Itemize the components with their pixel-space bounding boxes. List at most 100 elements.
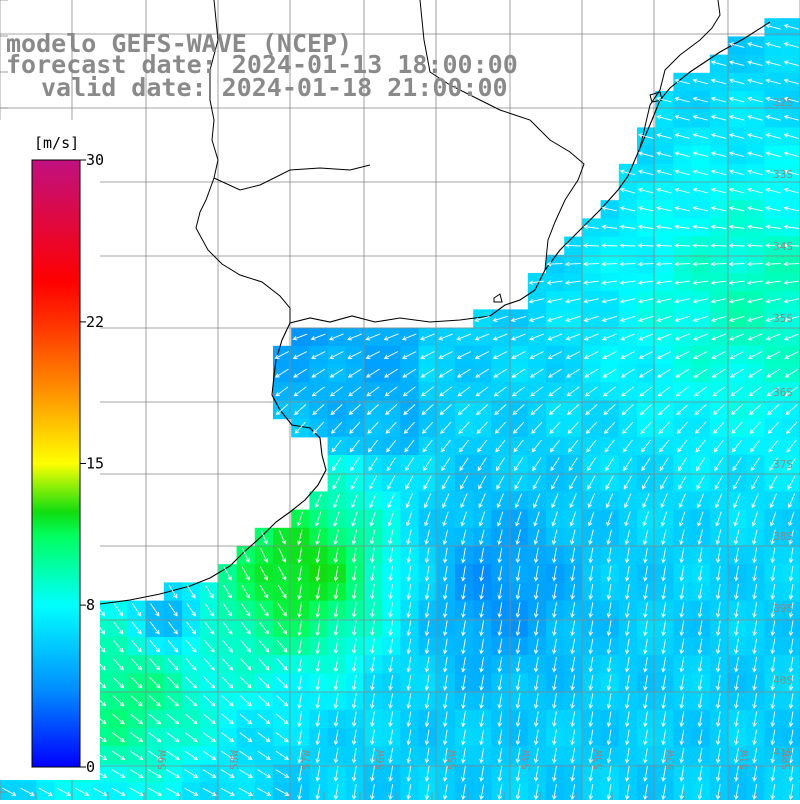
wind-arrow (788, 675, 794, 691)
wind-arrow (661, 529, 667, 546)
wind-arrow (238, 787, 254, 796)
wind-arrow (370, 602, 375, 619)
wind-arrow (642, 511, 649, 527)
wind-arrow (549, 421, 561, 434)
wind-arrow (370, 547, 375, 564)
wind-arrow (674, 333, 690, 341)
wind-arrow (497, 675, 503, 691)
wind-arrow (315, 584, 321, 600)
wind-arrow (697, 711, 703, 728)
wind-arrow (220, 769, 235, 778)
wind-arrow (752, 784, 758, 801)
wind-arrow (510, 333, 526, 341)
wind-arrow (624, 729, 630, 746)
wind-arrow (442, 620, 448, 637)
wind-arrow (292, 351, 308, 359)
wind-arrow (186, 584, 196, 599)
wind-arrow (276, 658, 288, 671)
wind-arrow (583, 280, 599, 285)
wind-arrow (497, 693, 503, 710)
wind-arrow (259, 584, 269, 599)
wind-arrow (257, 769, 272, 778)
wind-arrow (277, 621, 288, 635)
wind-arrow (497, 620, 503, 637)
wind-cell (18, 782, 37, 802)
wind-arrow (747, 60, 763, 67)
wind-arrow (240, 676, 252, 689)
wind-arrow (552, 693, 557, 710)
wind-arrow (638, 315, 654, 322)
wind-arrow (565, 315, 581, 322)
wind-arrow (479, 584, 485, 600)
longitude-label: 55W (446, 750, 459, 770)
wind-arrow (420, 351, 435, 359)
wind-arrow (424, 529, 430, 546)
wind-arrow (370, 675, 375, 691)
wind-arrow (168, 603, 178, 617)
wind-arrow (241, 548, 250, 563)
wind-arrow (186, 603, 196, 617)
wind-arrow (788, 784, 794, 801)
wind-arrow (421, 404, 434, 416)
wind-arrow (314, 493, 322, 509)
wind-arrow (715, 511, 722, 527)
wind-arrow (456, 368, 471, 378)
wind-arrow (312, 421, 324, 434)
wind-arrow (679, 584, 685, 600)
wind-cell (0, 782, 19, 802)
wind-arrow (388, 747, 394, 764)
wind-arrow (752, 766, 758, 782)
wind-arrow (765, 114, 781, 121)
wind-arrow (370, 620, 375, 637)
wind-arrow (751, 493, 759, 509)
wind-arrow (715, 584, 721, 600)
wind-arrow (456, 351, 472, 359)
wind-arrow (148, 769, 162, 778)
wind-arrow (551, 529, 558, 546)
wind-arrow (333, 747, 339, 764)
wind-arrow (148, 750, 162, 761)
wind-arrow (333, 729, 339, 746)
longitude-label: 58W (228, 750, 241, 770)
wind-arrow (369, 511, 376, 527)
wind-arrow (347, 368, 362, 378)
wind-arrow (588, 565, 594, 582)
wind-arrow (748, 386, 762, 397)
wind-arrow (257, 787, 272, 796)
wind-arrow (621, 386, 635, 397)
wind-arrow (388, 711, 394, 728)
wind-arrow (786, 439, 797, 453)
wind-arrow (533, 493, 541, 509)
wind-arrow (583, 243, 600, 248)
wind-arrow (388, 693, 394, 710)
wind-arrow (601, 280, 618, 285)
wind-arrow (388, 729, 394, 746)
wind-arrow (149, 640, 161, 653)
wind-arrow (351, 584, 357, 600)
longitude-label: 56W (374, 750, 387, 770)
wind-arrow (315, 747, 321, 764)
wind-arrow (513, 439, 524, 453)
wind-arrow (770, 638, 776, 655)
wind-arrow (439, 386, 453, 397)
wind-arrow (406, 729, 412, 746)
latitude-labels: 32S 33S 34S 35S 36S 37S 38S 39S 40S 41S (773, 96, 793, 759)
wind-arrow (388, 675, 394, 691)
wind-arrow (712, 386, 726, 397)
wind-arrow (166, 750, 180, 761)
wind-arrow (770, 529, 776, 546)
wind-arrow (203, 695, 216, 707)
wind-arrow (515, 729, 521, 746)
wind-arrow (656, 96, 672, 103)
wind-arrow (747, 169, 763, 176)
wind-arrow (619, 187, 636, 194)
wind-arrow (479, 565, 485, 582)
wind-arrow (695, 439, 706, 453)
wind-arrow (528, 298, 545, 304)
wind-arrow (533, 638, 539, 655)
wind-arrow (112, 713, 125, 725)
wind-arrow (588, 675, 594, 691)
wind-arrow (297, 529, 303, 546)
wind-arrow (332, 475, 341, 490)
wind-arrow (585, 404, 598, 416)
